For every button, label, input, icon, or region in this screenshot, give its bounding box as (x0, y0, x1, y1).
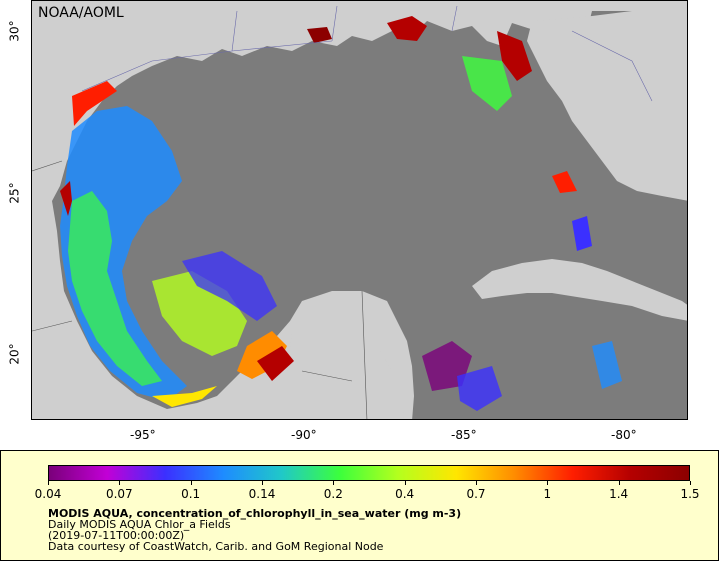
chlorophyll-caribbean-blue (457, 366, 502, 411)
colorbar-tick-label: 0.07 (105, 487, 133, 501)
chlorophyll-campeche-red (257, 346, 294, 381)
mexico-borders (32, 160, 368, 419)
chlorophyll-south-coast (152, 386, 217, 407)
chlorophyll-florida-green (462, 56, 512, 111)
chlorophyll-keys-red (552, 171, 577, 193)
chlorophyll-louisiana (307, 27, 332, 43)
colorbar-tick (547, 481, 549, 485)
florida-land (527, 9, 687, 201)
data-credit: Data courtesy of CoastWatch, Carib. and … (48, 540, 384, 553)
legend-panel: MODIS AQUA, concentration_of_chlorophyll… (0, 450, 719, 561)
chlorophyll-blue-scatter (182, 251, 277, 321)
chlorophyll-west-green (68, 191, 162, 386)
x-tick-label: -85° (451, 428, 477, 442)
x-tick-label: -80° (611, 428, 637, 442)
chlorophyll-west-high (60, 181, 72, 216)
colorbar-tick-label: 0.4 (395, 487, 415, 501)
colorbar-tick (618, 481, 620, 485)
colorbar-tick-label: 0.2 (323, 487, 343, 501)
cuba-land (472, 259, 687, 321)
chlorophyll-apalachicola (497, 31, 532, 81)
chlorophyll-cayman-blue (592, 341, 622, 389)
colorbar-tick (690, 481, 691, 485)
chlorophyll-west-high-2 (72, 81, 117, 126)
colorbar-tick-label: 0.14 (248, 487, 276, 501)
data-timestamp: (2019-07-11T00:00:00Z) (48, 529, 185, 542)
x-tick-label: -95° (130, 428, 156, 442)
colorbar-tick (48, 481, 49, 485)
chlorophyll-mississippi (387, 16, 427, 41)
colorbar-tick-label: 0.04 (34, 487, 62, 501)
colorbar-tick (119, 481, 121, 485)
data-title: MODIS AQUA, concentration_of_chlorophyll… (48, 507, 462, 520)
y-tick-label: 25° (7, 182, 22, 204)
agency-label: NOAA/AOML (38, 5, 124, 21)
y-tick-label: 20° (7, 343, 22, 365)
usa-land (32, 1, 687, 201)
state-borders (81, 5, 653, 102)
colorbar-tick (190, 481, 192, 485)
central-america-land (277, 321, 404, 419)
colorbar-tick-label: 1.4 (609, 487, 629, 501)
map-panel[interactable]: NOAA/AOML (31, 0, 688, 420)
colorbar (48, 465, 690, 481)
colorbar-tick-label: 0.1 (181, 487, 201, 501)
colorbar-tick (262, 481, 263, 485)
colorbar-tick-label: 1 (543, 487, 552, 501)
colorbar-tick-label: 0.7 (466, 487, 486, 501)
x-tick-label: -90° (291, 428, 317, 442)
colorbar-tick (333, 481, 335, 485)
colorbar-tick (404, 481, 406, 485)
data-subtitle: Daily MODIS AQUA Chlor_a Fields (48, 518, 231, 531)
chlorophyll-florida-keys (572, 216, 592, 251)
y-tick-label: 30° (7, 20, 22, 42)
colorbar-tick (476, 481, 477, 485)
gulf-of-mexico-map (32, 1, 687, 419)
colorbar-tick-label: 1.5 (680, 487, 700, 501)
